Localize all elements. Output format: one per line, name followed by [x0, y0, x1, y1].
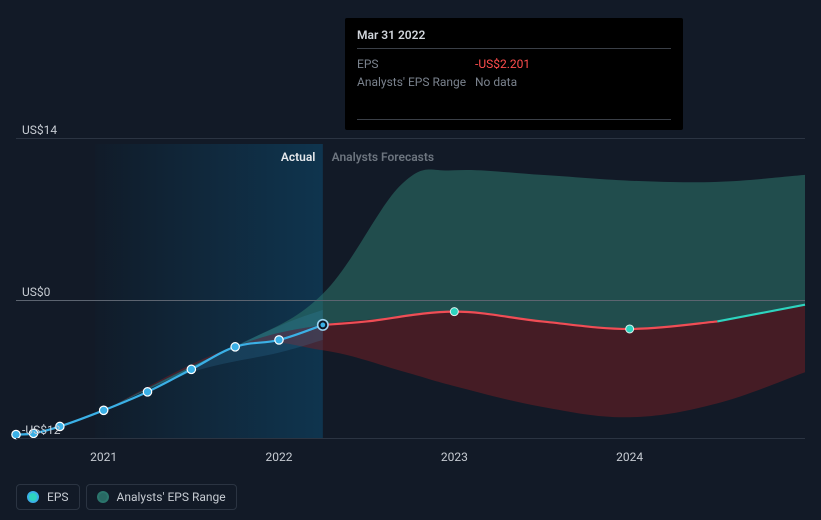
- x-axis-label: 2023: [441, 450, 468, 464]
- legend-swatch-icon: [97, 491, 109, 503]
- gridline: [16, 138, 805, 139]
- x-axis-label: 2021: [90, 450, 117, 464]
- y-axis-label: -US$12: [22, 423, 60, 437]
- tooltip-date: Mar 31 2022: [357, 28, 671, 49]
- y-axis-label: US$14: [22, 123, 57, 137]
- region-label-forecast: Analysts Forecasts: [332, 150, 434, 164]
- gridline: [16, 300, 805, 301]
- tooltip-row-value: No data: [475, 75, 517, 89]
- chart-tooltip: Mar 31 2022 EPS-US$2.201Analysts' EPS Ra…: [345, 18, 683, 130]
- x-axis-label: 2024: [616, 450, 643, 464]
- gridline: [16, 438, 805, 439]
- legend-item[interactable]: EPS: [16, 484, 80, 510]
- x-axis-label: 2022: [266, 450, 293, 464]
- tooltip-row-label: EPS: [357, 57, 475, 71]
- legend-item-label: EPS: [47, 490, 69, 504]
- tooltip-divider: [357, 119, 671, 120]
- tooltip-row: EPS-US$2.201: [357, 55, 671, 73]
- tooltip-row-value: -US$2.201: [475, 57, 530, 71]
- eps-chart: US$14US$0-US$12 2021202220232024 Actual …: [0, 0, 821, 520]
- y-axis-label: US$0: [22, 285, 50, 299]
- legend-item-label: Analysts' EPS Range: [117, 490, 226, 504]
- tooltip-row-label: Analysts' EPS Range: [357, 75, 475, 89]
- legend-swatch-icon: [27, 491, 39, 503]
- region-label-actual: Actual: [281, 150, 316, 164]
- chart-legend: EPS Analysts' EPS Range: [16, 484, 237, 510]
- tooltip-row: Analysts' EPS RangeNo data: [357, 73, 671, 91]
- legend-item[interactable]: Analysts' EPS Range: [86, 484, 237, 510]
